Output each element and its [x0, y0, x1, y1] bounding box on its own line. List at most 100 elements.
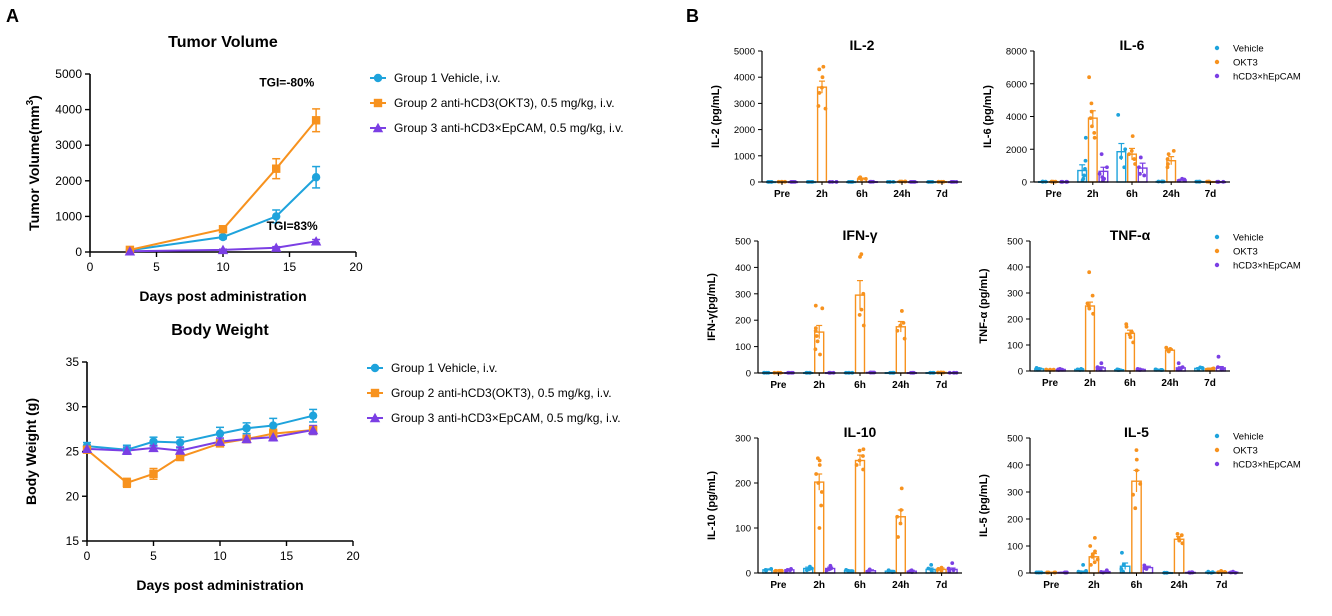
il10-data-point [896, 535, 900, 539]
il6-category-label: 6h [1126, 189, 1138, 200]
il10-data-point [861, 454, 865, 458]
il2-y-tick-label: 2000 [734, 125, 755, 136]
tnfa-y-tick-label: 100 [1007, 341, 1023, 352]
il5-category-label: 2h [1088, 580, 1100, 591]
tumor-tgi-annotation: TGI=-80% [259, 75, 314, 89]
il5-data-point [1092, 536, 1097, 540]
tumor-legend-label: Group 2 anti-hCD3(OKT3), 0.5 mg/kg, i.v. [394, 96, 615, 110]
il10-y-tick-label: 0 [746, 569, 751, 580]
il5-data-point [1134, 448, 1139, 453]
il2-category-label: 24h [893, 189, 910, 200]
tnfa-category-label: 2h [1084, 378, 1096, 389]
tumor-y-tick-label: 1000 [55, 209, 82, 223]
tnfa-chart: Pre 2h 6h 24h 7d 0 100 200 300 400 500 TNF-α TNF-α (… [978, 227, 1301, 389]
weight-data-point [122, 478, 132, 488]
il5-data-point [1144, 567, 1149, 571]
tnfa-data-point [1087, 306, 1092, 311]
il10-data-point [857, 458, 862, 463]
il6-data-point [1171, 148, 1176, 153]
weight-x-tick-label: 20 [346, 549, 360, 563]
tumor-y-axis-label-sup: 3 [25, 99, 36, 105]
il10-category-label: 24h [892, 580, 909, 591]
tnfa-y-axis-label: TNF-α (pg/mL) [978, 268, 990, 344]
il10-data-point [784, 568, 789, 573]
il6-y-tick-label: 8000 [1006, 47, 1027, 58]
weight-y-axis-label: Body Weight (g) [23, 398, 39, 505]
weight-data-point [175, 452, 185, 462]
weight-data-point [268, 431, 279, 442]
il5-data-point [1092, 560, 1097, 565]
tumor-title: Tumor Volume [168, 34, 278, 51]
il5-data-point [1120, 550, 1124, 555]
tumor-data-point [124, 246, 136, 256]
ifng-data-point [902, 336, 907, 341]
weight-data-point [148, 442, 159, 453]
il2-category-label: Pre [774, 189, 791, 200]
weight-data-point [269, 421, 278, 430]
weight-data-point [241, 433, 252, 444]
ifng-y-tick-label: 500 [735, 237, 751, 248]
tumor-legend-marker [372, 122, 384, 133]
tnfa-data-point [1131, 340, 1136, 345]
weight-data-point [149, 437, 158, 446]
il10-chart: Pre 2h 6h 24h 7d 0 100 200 300 IL-10 IL-10 (pg/mL) [706, 424, 962, 591]
il6-data-point [1116, 112, 1121, 117]
tumor-x-tick-label: 5 [153, 260, 160, 274]
tnfa-category-label: 6h [1124, 378, 1136, 389]
tumor-x-tick-label: 15 [283, 260, 297, 274]
il6-data-point [1097, 171, 1102, 176]
il6-legend-marker [1214, 59, 1220, 65]
panel-label-a: A [6, 6, 19, 26]
weight-data-point [308, 411, 318, 420]
tnfa-data-point [1216, 354, 1221, 359]
il5-legend-marker [1214, 433, 1220, 439]
ifng-data-point [899, 309, 904, 313]
ifng-data-point [901, 320, 906, 325]
ifng-chart: Pre 2h 6h 24h 7d 0 100 200 300 400 500 IFN-γ IFN-γ(p… [706, 227, 962, 391]
tnfa-legend-label: Vehicle [1233, 233, 1264, 244]
ifng-data-point [861, 291, 866, 296]
ifng-data-point [859, 307, 864, 312]
weight-y-tick-label: 15 [66, 534, 80, 548]
il6-legend-label: hCD3×hEpCAM [1233, 72, 1301, 83]
il6-data-point [1127, 152, 1131, 157]
weight-series-line [86, 429, 314, 484]
il5-data-point [1133, 506, 1138, 511]
tnfa-y-tick-label: 0 [1018, 367, 1023, 378]
il6-data-point [1089, 109, 1094, 114]
il2-data-point [817, 67, 822, 72]
il6-legend-marker [1214, 45, 1220, 51]
il5-data-point [1084, 568, 1088, 573]
il6-data-point [1083, 158, 1088, 163]
il5-data-point [1090, 554, 1095, 559]
il5-data-point [1081, 563, 1086, 567]
il2-data-point [821, 64, 826, 69]
weight-data-point [121, 445, 133, 455]
il6-data-point [1080, 178, 1085, 183]
il5-legend-marker [1214, 447, 1220, 453]
tnfa-data-point [1124, 324, 1129, 329]
weight-title: Body Weight [171, 322, 269, 339]
ifng-data-point [857, 313, 862, 317]
tnfa-data-point [1130, 330, 1134, 334]
il5-y-tick-label: 500 [1007, 434, 1023, 445]
tumor-tgi-annotation: TGI=83% [267, 219, 318, 233]
il6-data-point [1090, 124, 1094, 129]
weight-data-point [242, 424, 251, 433]
il2-y-tick-label: 0 [750, 178, 755, 189]
tnfa-bar [1084, 305, 1096, 372]
tumor-legend-label: Group 3 anti-hCD3×EpCAM, 0.5 mg/kg, i.v. [394, 121, 624, 135]
weight-legend-label: Group 2 anti-hCD3(OKT3), 0.5 mg/kg, i.v. [391, 386, 612, 400]
il6-y-axis-label: IL-6 (pg/mL) [982, 85, 994, 148]
tumor-series-line [129, 119, 317, 251]
il2-data-point [859, 177, 864, 182]
il10-category-label: 6h [854, 580, 866, 591]
il6-category-label: 24h [1163, 189, 1180, 200]
il6-legend-marker [1214, 73, 1220, 79]
ifng-y-axis-label: IFN-γ(pg/mL) [706, 273, 718, 341]
tnfa-category-label: Pre [1042, 378, 1059, 389]
il10-data-point [846, 568, 850, 573]
il5-title: IL-5 [1124, 424, 1149, 440]
il6-data-point [1130, 134, 1135, 139]
